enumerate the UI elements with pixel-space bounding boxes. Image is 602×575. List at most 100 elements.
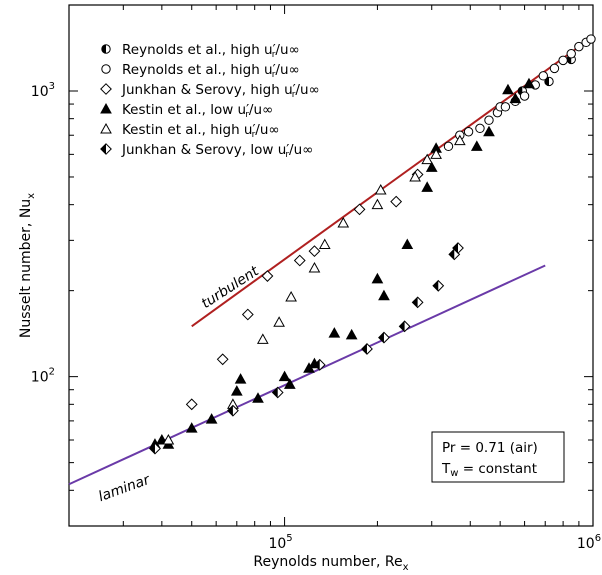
series-6 xyxy=(149,242,464,455)
data-point xyxy=(453,134,466,146)
data-point xyxy=(318,238,331,250)
data-point xyxy=(271,386,284,399)
marker-triangle xyxy=(230,385,243,396)
marker-diamond-half xyxy=(149,443,155,454)
data-point xyxy=(361,343,373,355)
marker-diamond-half xyxy=(412,297,418,308)
annotation-box: Pr = 0.71 (air) Tw = constant xyxy=(431,431,565,483)
annotation-line-2: Tw = constant xyxy=(441,461,537,479)
series-5 xyxy=(162,134,466,445)
marker-diamond-half xyxy=(452,242,459,254)
marker-triangle xyxy=(345,328,358,340)
marker-triangle xyxy=(285,290,297,302)
data-point xyxy=(313,358,326,371)
marker-circle xyxy=(519,91,530,101)
marker-triangle xyxy=(162,433,175,445)
marker-diamond xyxy=(293,254,306,267)
data-point xyxy=(549,63,560,74)
legend-item: Kestin et al., high u′r/u∞ xyxy=(100,122,280,140)
data-point xyxy=(500,102,511,112)
marker-diamond xyxy=(185,398,198,411)
marker-circle xyxy=(500,102,511,112)
marker-triangle xyxy=(483,125,495,137)
marker-triangle xyxy=(273,316,285,327)
data-point xyxy=(470,140,483,151)
data-point xyxy=(256,333,269,344)
data-point xyxy=(443,141,454,152)
data-point xyxy=(345,328,358,340)
marker-circle xyxy=(484,115,494,125)
marker-diamond-half xyxy=(361,343,367,355)
turbulent-label: turbulent xyxy=(199,263,262,312)
legend-label: Reynolds et al., high u′r/u∞ xyxy=(122,42,300,60)
data-point xyxy=(252,392,264,403)
marker-circle xyxy=(538,71,548,81)
data-point xyxy=(558,55,568,66)
legend-item: Junkhan & Serovy, low u′r/u∞ xyxy=(100,142,313,160)
marker-diamond xyxy=(100,83,112,95)
y-axis-label: Nusselt number, Nux xyxy=(18,193,37,338)
data-point xyxy=(278,370,291,382)
data-point xyxy=(390,195,403,208)
data-point xyxy=(421,153,434,165)
data-point xyxy=(308,245,321,258)
data-point xyxy=(502,83,514,95)
legend-marker xyxy=(101,64,111,74)
marker-triangle xyxy=(185,422,198,433)
data-point xyxy=(374,184,387,195)
data-point xyxy=(432,279,445,292)
marker-triangle xyxy=(283,378,296,389)
y-tick-label: 103 xyxy=(31,81,55,100)
data-point xyxy=(421,181,434,192)
annotation-line-1: Pr = 0.71 (air) xyxy=(442,440,538,456)
marker-triangle xyxy=(374,184,387,195)
marker-triangle xyxy=(523,77,535,89)
marker-half xyxy=(101,44,106,54)
x-axis-label: Reynolds number, Rex xyxy=(253,554,408,573)
marker-triangle xyxy=(421,181,434,192)
legend-item: Kestin et al., low u′r/u∞ xyxy=(100,102,273,120)
data-point xyxy=(230,385,243,396)
legend-label: Kestin et al., low u′r/u∞ xyxy=(122,102,273,120)
data-point xyxy=(425,161,438,172)
marker-circle xyxy=(574,41,584,52)
data-point xyxy=(337,216,350,228)
y-tick-label: 102 xyxy=(31,367,55,386)
marker-diamond xyxy=(353,203,366,216)
legend-label: Reynolds et al., high u′r/u∞ xyxy=(122,62,300,80)
data-point xyxy=(241,308,254,321)
legend-label: Kestin et al., high u′r/u∞ xyxy=(122,122,280,140)
data-point xyxy=(162,433,175,445)
marker-triangle xyxy=(371,198,384,210)
marker-triangle xyxy=(378,289,390,301)
data-point xyxy=(353,203,366,216)
legend-marker xyxy=(100,83,112,95)
marker-triangle xyxy=(425,161,438,172)
data-point xyxy=(409,170,421,182)
legend-item: Reynolds et al., high u′r/u∞ xyxy=(101,42,300,60)
data-point xyxy=(285,290,297,302)
marker-triangle xyxy=(100,102,112,114)
data-point xyxy=(293,254,306,267)
data-point xyxy=(216,353,229,366)
marker-circle xyxy=(566,49,576,59)
data-point xyxy=(308,262,321,273)
marker-diamond xyxy=(308,245,321,258)
marker-circle xyxy=(443,141,454,152)
data-point xyxy=(185,398,198,411)
data-points xyxy=(149,34,596,455)
series-3 xyxy=(185,168,424,411)
data-point xyxy=(261,270,274,282)
data-point xyxy=(205,413,218,424)
laminar-label: laminar xyxy=(96,472,153,506)
marker-circle xyxy=(558,55,568,66)
marker-triangle xyxy=(256,333,269,344)
data-point xyxy=(523,77,535,89)
data-point xyxy=(586,34,596,44)
data-point xyxy=(574,41,584,52)
marker-diamond-half xyxy=(272,387,278,398)
data-point xyxy=(538,71,548,81)
data-point xyxy=(411,296,424,309)
marker-triangle xyxy=(234,373,247,384)
